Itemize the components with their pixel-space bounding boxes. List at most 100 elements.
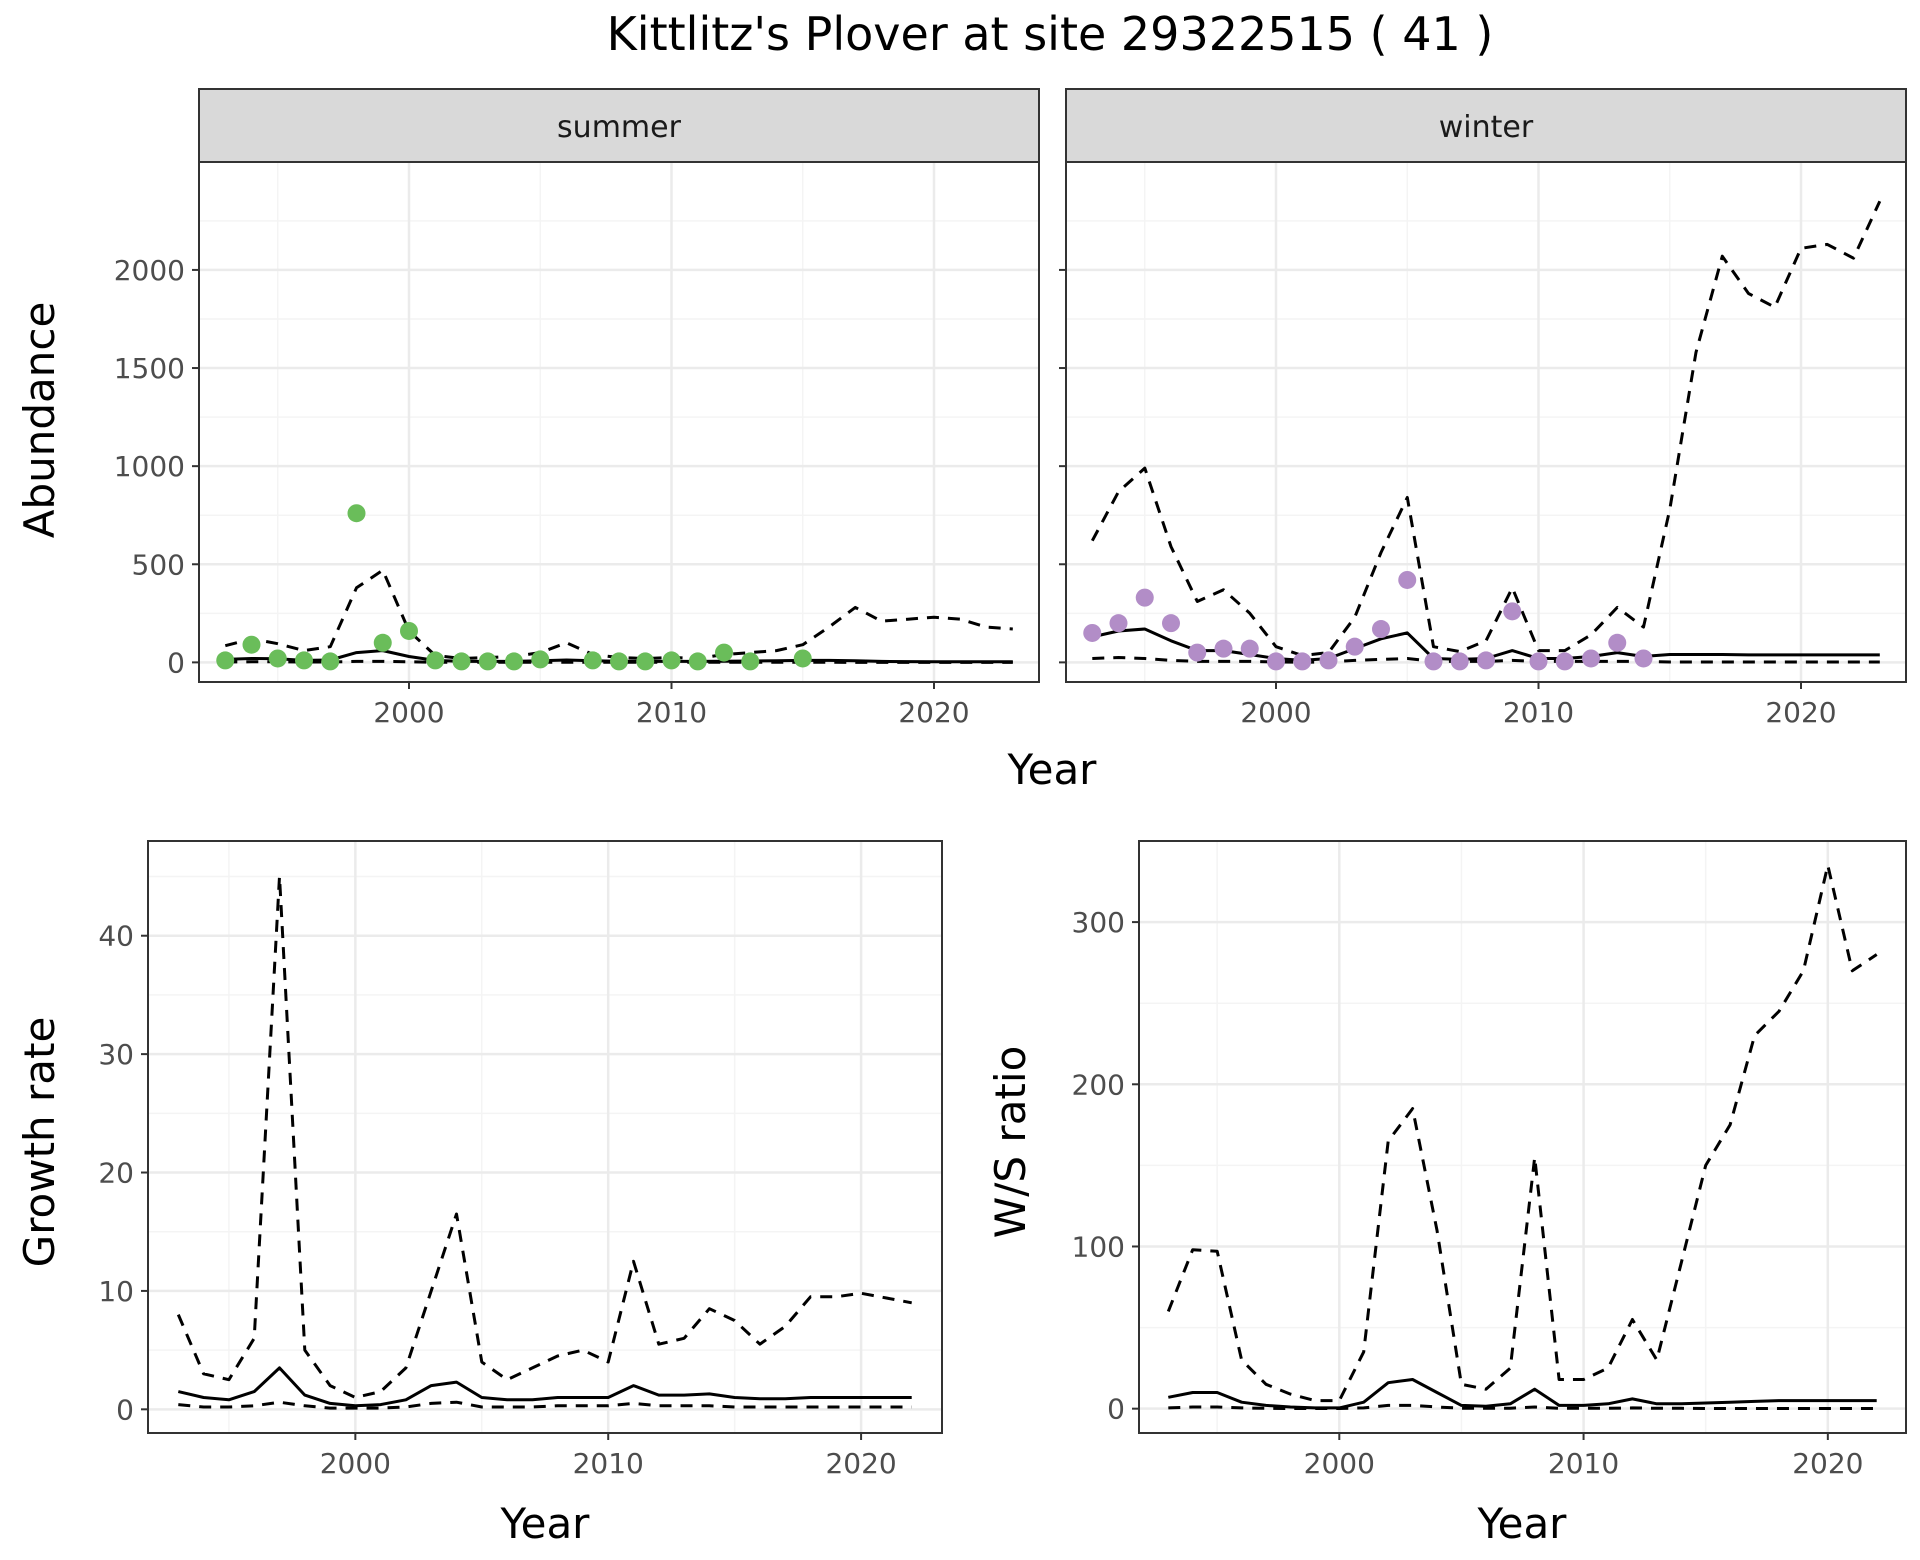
panel-border [1065,161,1907,683]
data-point [1083,623,1102,642]
data-point [688,652,707,671]
data-points [1083,570,1653,671]
y-tick-label: 500 [132,548,185,581]
x-tick-label: 2000 [1240,696,1311,729]
strip-background [198,88,1040,163]
y-tick-label: 30 [98,1038,134,1071]
x-tick-label: 2010 [636,696,707,729]
y-axis: 0 100 200 300 [1072,906,1139,1426]
data-point [268,649,287,668]
data-point [242,635,261,654]
y-tick-label: 300 [1072,906,1125,939]
x-axis: 2000 2010 2020 [373,682,970,729]
y-tick-label: 1000 [114,450,185,483]
strip-label-summer: summer [557,110,682,145]
data-point [400,621,418,640]
strip-background [1065,88,1907,163]
data-point [216,651,235,670]
data-point [1109,614,1128,633]
data-point [583,651,602,670]
panel-background [199,162,1039,682]
series-line-upper [1166,863,1878,1403]
series-line-median [177,1366,912,1408]
y-tick-label: 1500 [114,352,185,385]
x-axis: 2000 2010 2020 [320,1433,897,1480]
x-axis: 2000 2010 2020 [1304,1433,1863,1480]
data-point [662,651,681,670]
panel-ws-ratio: 2000 2010 2020 0 100 200 300 [1072,840,1907,1480]
data-point [1503,602,1522,621]
data-point [1267,652,1285,671]
panel-growth-rate: 2000 2010 2020 0 10 20 30 40 [98,840,943,1480]
data-point [1424,652,1443,671]
x-tick-label: 2000 [320,1447,391,1480]
x-axis: 2000 2010 2020 [1240,682,1837,729]
top-y-axis-title: Abundance [15,302,64,539]
x-tick-label: 2020 [825,1447,896,1480]
data-point [1608,633,1627,652]
data-point [1450,652,1469,671]
data-point [715,643,733,662]
data-point [1582,649,1600,668]
data-point [1162,614,1180,633]
ratio-y-axis-title: W/S ratio [986,1046,1035,1239]
series-line-lower [225,659,1013,664]
facet-strip-winter: winter [1065,88,1907,163]
x-tick-label: 2000 [373,696,444,729]
growth-y-axis-title: Growth rate [15,1017,64,1268]
y-tick-label: 40 [98,920,134,953]
y-tick-label: 0 [167,646,185,679]
y-tick-label: 100 [1072,1230,1125,1263]
panel-background [1066,162,1906,682]
y-tick-label: 20 [98,1157,134,1190]
series-line-lower [178,1400,912,1410]
x-tick-label: 2010 [1503,696,1574,729]
panel-winter-abundance: 2000 2010 2020 [1059,161,1907,729]
data-point [1240,639,1259,658]
data-point [1372,620,1390,639]
y-axis: 0 10 20 30 40 [98,920,148,1426]
growth-x-axis-title: Year [500,1499,591,1548]
data-point [1293,652,1312,671]
data-point [295,651,313,670]
data-point [793,649,812,668]
data-point [636,652,655,671]
series-line-median [1168,1378,1877,1410]
data-point [478,652,497,671]
series-line-upper [1090,200,1882,657]
series-line-upper [176,875,912,1399]
chart-title: Kittlitz's Plover at site 29322515 ( 41 … [607,7,1494,61]
panel-summer-abundance: 2000 2010 2020 0 500 1000 1500 2000 [114,161,1040,729]
x-tick-label: 2010 [573,1447,644,1480]
y-tick-label: 0 [116,1393,134,1426]
facet-strip-summer: summer [198,88,1040,163]
data-point [1477,651,1495,670]
data-point [1319,651,1338,670]
data-point [426,651,445,670]
panel-border [198,161,1040,683]
data-point [1555,652,1574,671]
data-point [1529,652,1548,671]
panel-background [1139,841,1906,1433]
data-point [373,633,392,652]
data-point [347,504,366,523]
panel-background [148,841,942,1433]
series-line-lower [1092,656,1880,664]
x-tick-label: 2020 [898,696,969,729]
ratio-x-axis-title: Year [1477,1499,1568,1548]
y-tick-label: 0 [1107,1393,1125,1426]
panel-border [147,840,943,1434]
x-tick-label: 2010 [1548,1447,1619,1480]
grid [148,841,942,1433]
data-point [1345,637,1364,656]
x-tick-label: 2020 [1792,1447,1863,1480]
y-tick-label: 2000 [114,254,185,287]
data-point [741,652,760,671]
data-point [1135,588,1154,607]
top-x-axis-title: Year [1007,745,1098,794]
series-lines [1166,863,1878,1410]
data-point [1214,639,1233,658]
data-point [505,652,523,671]
y-axis: 0 500 1000 1500 2000 [114,254,199,679]
